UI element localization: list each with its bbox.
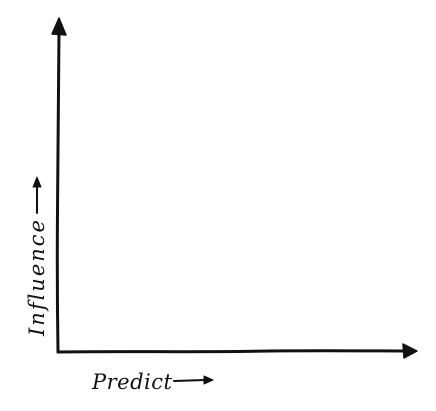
y-label-arrowhead [32,176,42,188]
y-axis-arrowhead [51,17,67,36]
y-axis-label: Influence [25,218,49,337]
x-label-arrowhead [203,375,214,385]
y-axis-line [55,28,61,354]
x-axis-arrowhead [402,343,418,359]
x-label-arrow-shaft [173,379,206,382]
x-axis-label: Predict [91,370,173,394]
x-axis-line [56,349,408,354]
